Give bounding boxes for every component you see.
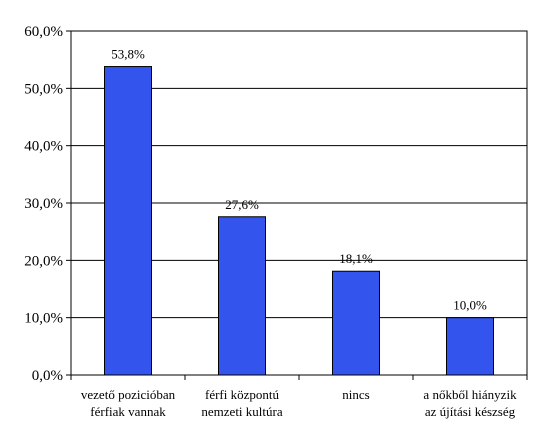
category-label: férfiak vannak [90,404,166,419]
bar [104,66,152,376]
bar [446,317,494,376]
data-label: 53,8% [111,47,145,62]
bars: 53,8% 27,6% 18,1% 10,0% [104,47,494,376]
y-tick-label: 40,0% [24,139,63,155]
y-tick-label: 0,0% [32,368,63,384]
y-tick-label: 50,0% [24,81,63,97]
category-label: a nőkből hiányzik [423,387,517,402]
data-label: 27,6% [225,197,259,212]
category-label: férfi központú [205,387,280,402]
bar [332,270,380,376]
y-axis-ticks: 0,0% 10,0% 20,0% 30,0% 40,0% 50,0% 60,0% [24,24,71,384]
bar [218,216,266,376]
category-label: az újítási készség [425,404,516,419]
y-tick-label: 30,0% [24,196,63,212]
y-tick-label: 10,0% [24,311,63,327]
data-label: 10,0% [453,298,487,313]
x-axis-ticks: vezető pozicióban férfiak vannak férfi köz… [70,375,528,419]
category-label: vezető pozicióban [81,387,176,402]
data-label: 18,1% [339,251,373,266]
y-tick-label: 60,0% [24,24,63,40]
category-label: nemzeti kultúra [201,404,282,419]
category-label: nincs [342,387,369,402]
y-tick-label: 20,0% [24,253,63,269]
